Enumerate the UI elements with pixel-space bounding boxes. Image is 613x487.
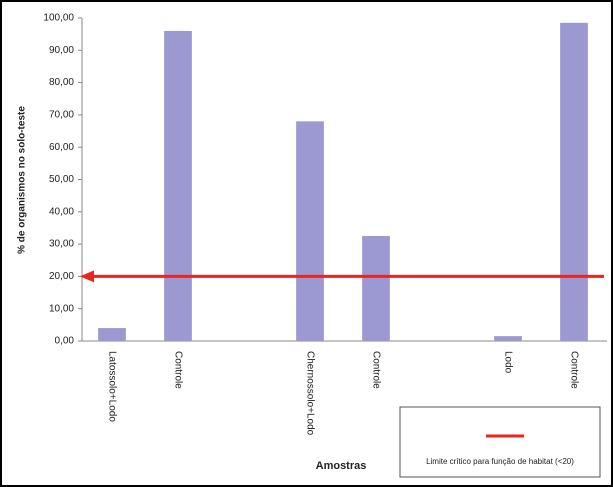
reference-arrowhead	[80, 270, 94, 283]
x-tick-label: Controle	[172, 351, 183, 389]
y-tick-label: 50,00	[49, 174, 74, 185]
x-tick-label: Chernossolo+Lodo	[304, 351, 315, 436]
y-tick-label: 60,00	[49, 142, 74, 153]
y-axis-label: % de organismos no solo-teste	[17, 106, 28, 254]
x-tick-label: Controle	[370, 351, 381, 389]
x-tick-label: Controle	[568, 351, 579, 389]
y-tick-label: 20,00	[49, 271, 74, 282]
y-tick-label: 80,00	[49, 77, 74, 88]
bar	[362, 236, 390, 341]
y-tick-label: 100,00	[43, 13, 74, 24]
x-axis-label: Amostras	[316, 460, 367, 472]
y-tick-label: 90,00	[49, 45, 74, 56]
y-tick-label: 10,00	[49, 303, 74, 314]
x-tick-label: Latossolo+Lodo	[106, 351, 117, 422]
bar	[560, 22, 588, 341]
y-tick-label: 40,00	[49, 206, 74, 217]
y-tick-label: 30,00	[49, 239, 74, 250]
bar	[164, 30, 192, 341]
legend-label: Limite crítico para função de habitat (<…	[426, 457, 574, 466]
x-tick-label: Lodo	[502, 351, 513, 374]
bar	[98, 328, 126, 341]
y-tick-label: 70,00	[49, 110, 74, 121]
bar	[494, 336, 522, 341]
bar	[296, 121, 324, 341]
legend	[399, 406, 601, 478]
y-tick-label: 0,00	[55, 336, 75, 347]
